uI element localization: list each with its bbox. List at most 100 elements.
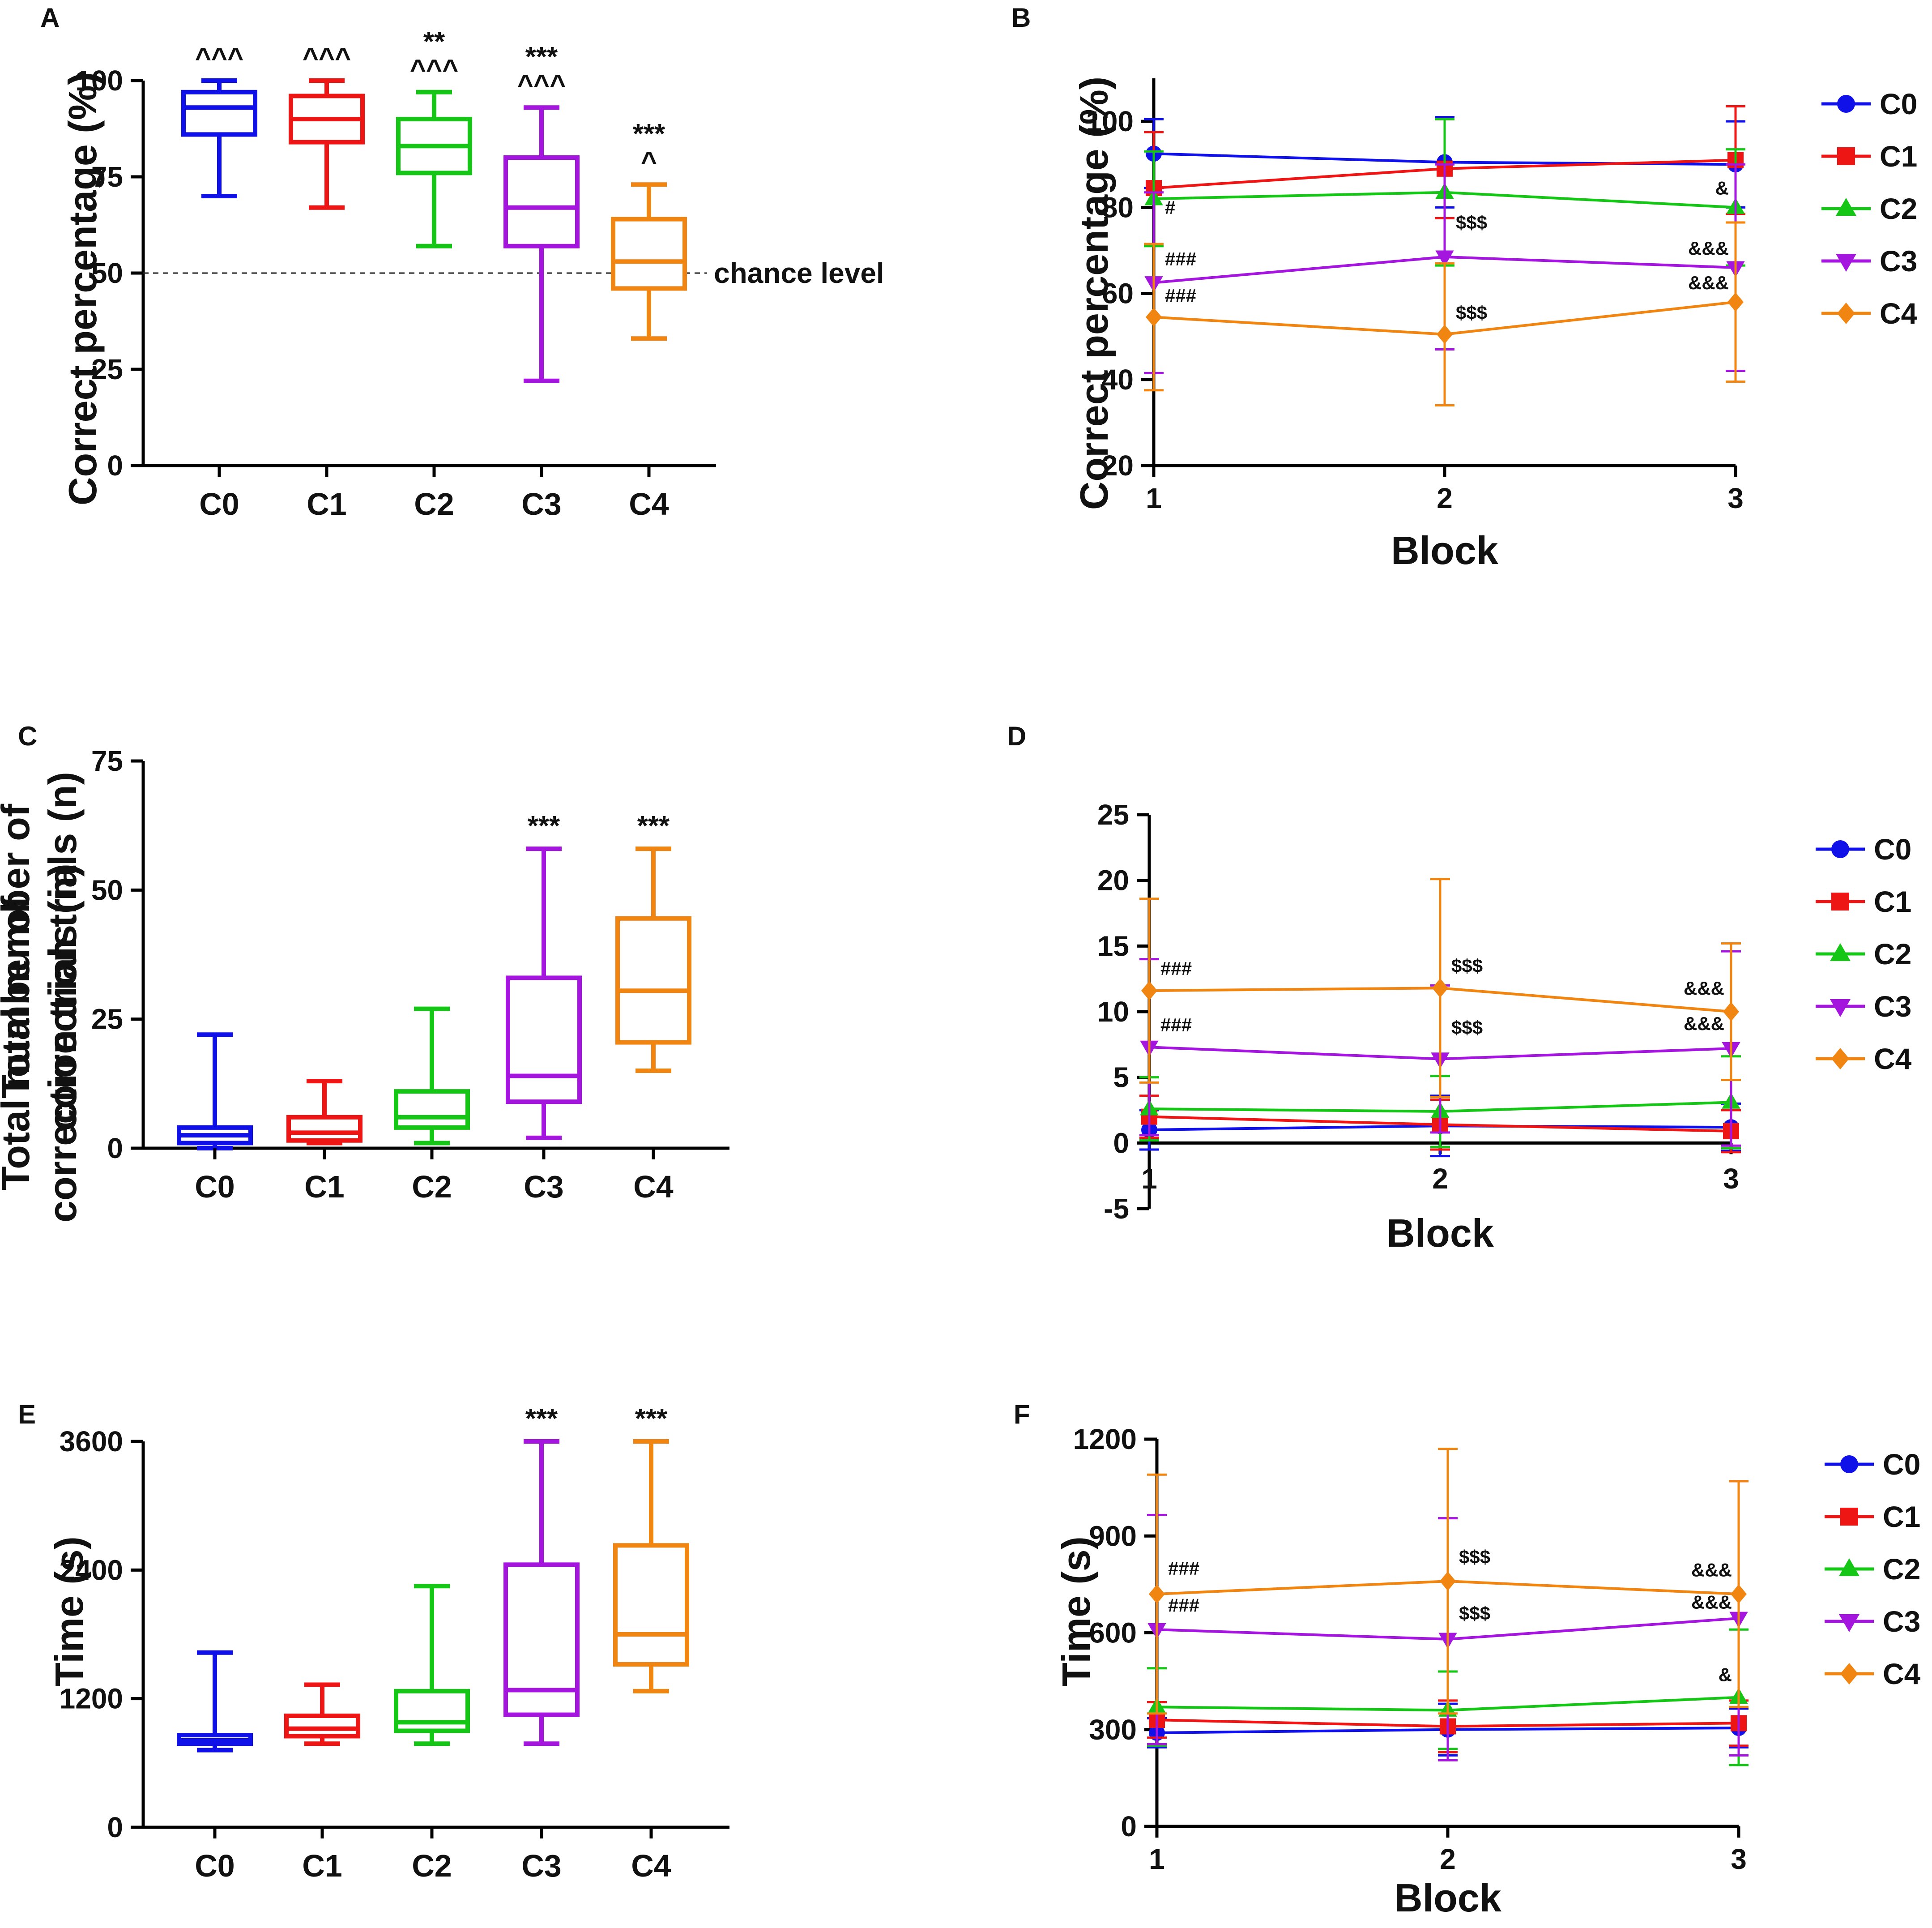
legend-item-c4: C4: [1825, 1657, 1921, 1690]
y-axis-label-line: correction trials (n): [40, 864, 85, 1223]
significance-marker: &&&: [1691, 1591, 1732, 1612]
data-point: [1440, 1571, 1456, 1591]
data-point: [1837, 303, 1855, 324]
series-c4: [1147, 1448, 1749, 1715]
box-c1: [286, 1079, 363, 1146]
data-point: [1836, 198, 1856, 216]
significance-marker: ^^^: [195, 43, 244, 73]
data-point: [1837, 147, 1855, 165]
y-tick-label: 3600: [60, 1425, 123, 1458]
data-point: [1831, 1048, 1849, 1069]
x-tick-label: C2: [412, 1848, 452, 1883]
y-tick-label: 25: [91, 353, 123, 385]
legend: C0 C1 C2 C3 C4: [1816, 833, 1912, 1075]
x-tick-label: C1: [302, 1848, 342, 1883]
y-axis-label: Correct percentage (%): [1072, 77, 1116, 510]
panel-label: B: [1011, 3, 1031, 33]
significance-marker: ###: [1165, 248, 1196, 269]
y-tick-label: 900: [1089, 1520, 1137, 1552]
significance-marker: ^^^: [517, 69, 566, 100]
significance-marker: $$$: [1459, 1547, 1490, 1568]
x-tick-label: C3: [521, 1848, 561, 1883]
x-tick-label: 1: [1141, 1163, 1157, 1195]
significance-marker: ###: [1160, 1014, 1192, 1035]
x-tick-label: C1: [307, 487, 346, 522]
legend-label: C3: [1883, 1605, 1920, 1638]
significance-marker: $$$: [1456, 302, 1487, 323]
significance-marker: ###: [1168, 1595, 1199, 1616]
data-point: [1840, 1455, 1858, 1473]
significance-marker: ***: [525, 42, 558, 73]
x-tick-label: C0: [195, 1848, 235, 1883]
legend: C0 C1 C2 C3 C4: [1825, 1448, 1921, 1690]
panel-f: F 0 300 600 900 1200 1 2 3 Block Time (s) ### ### $$$…: [1014, 1399, 1921, 1920]
x-tick-label: C4: [633, 1169, 674, 1204]
legend-label: C1: [1880, 140, 1917, 173]
significance-marker: $$$: [1451, 955, 1483, 976]
legend-item-c3: C3: [1825, 1605, 1920, 1638]
significance-marker: #: [1165, 197, 1175, 218]
x-tick-label: 3: [1727, 482, 1744, 514]
legend-item-c2: C2: [1821, 192, 1917, 225]
data-point: [1149, 1584, 1165, 1604]
legend-item-c4: C4: [1821, 297, 1918, 330]
significance-marker: ^: [641, 146, 657, 177]
x-tick-label: C1: [304, 1169, 344, 1204]
legend-label: C1: [1883, 1500, 1920, 1533]
legend-label: C1: [1874, 885, 1911, 918]
data-point: [1840, 1508, 1858, 1526]
panel-b: B 20 40 60 80 100 1 2 3 Block Correct percentage (…: [1011, 3, 1918, 573]
y-tick-label: 300: [1089, 1714, 1137, 1746]
significance-marker: &&&: [1684, 978, 1724, 999]
box-c3: [503, 105, 580, 383]
legend-item-c2: C2: [1816, 937, 1911, 970]
y-tick-label: 0: [1121, 1810, 1137, 1843]
significance-marker: &: [1715, 178, 1729, 199]
box-iqr: [286, 1115, 363, 1143]
significance-marker: $$$: [1451, 1017, 1483, 1038]
y-axis-label-line: Total number of: [0, 895, 38, 1190]
x-tick-label: C4: [629, 487, 669, 522]
significance-marker: ###: [1160, 958, 1192, 979]
data-point: [1839, 1558, 1859, 1576]
box-iqr: [394, 1089, 470, 1130]
legend-item-c0: C0: [1816, 833, 1911, 866]
legend-label: C0: [1880, 87, 1917, 120]
x-tick-label: C3: [521, 487, 561, 522]
significance-marker: &: [1719, 1664, 1732, 1685]
legend-label: C4: [1874, 1042, 1912, 1075]
y-tick-label: 5: [1113, 1061, 1129, 1094]
legend-label: C4: [1883, 1657, 1921, 1690]
y-tick-label: 80: [1102, 191, 1134, 223]
y-tick-label: 75: [91, 745, 123, 777]
y-tick-label: 50: [91, 874, 123, 906]
box-iqr: [503, 155, 580, 248]
box-iqr: [613, 1543, 689, 1667]
data-point: [1437, 325, 1453, 344]
x-tick-label: C2: [412, 1169, 452, 1204]
y-tick-label: 25: [91, 1003, 123, 1035]
x-tick-label: 2: [1437, 482, 1453, 514]
y-tick-label: 40: [1102, 363, 1134, 396]
y-tick-label: -5: [1104, 1193, 1129, 1225]
y-tick-label: 0: [107, 1132, 123, 1164]
legend-label: C2: [1880, 192, 1917, 225]
y-tick-label: 100: [1086, 105, 1134, 137]
data-point: [1723, 1002, 1739, 1022]
box-c0: [177, 1032, 253, 1150]
significance-marker: ###: [1165, 285, 1196, 306]
x-tick-label: 3: [1731, 1843, 1747, 1875]
y-tick-label: 2400: [60, 1554, 123, 1586]
box-c2: [396, 90, 472, 248]
significance-marker: ***: [525, 1403, 558, 1434]
legend-item-c0: C0: [1821, 87, 1917, 120]
y-tick-label: 60: [1102, 278, 1134, 310]
data-point: [1831, 893, 1849, 911]
data-point: [1146, 307, 1162, 327]
significance-marker: $$$: [1459, 1603, 1490, 1624]
significance-marker: &&&: [1684, 1013, 1724, 1034]
x-tick-label: 2: [1440, 1843, 1456, 1875]
y-axis-label: Total number ofcorrection trials (n): [0, 864, 85, 1223]
